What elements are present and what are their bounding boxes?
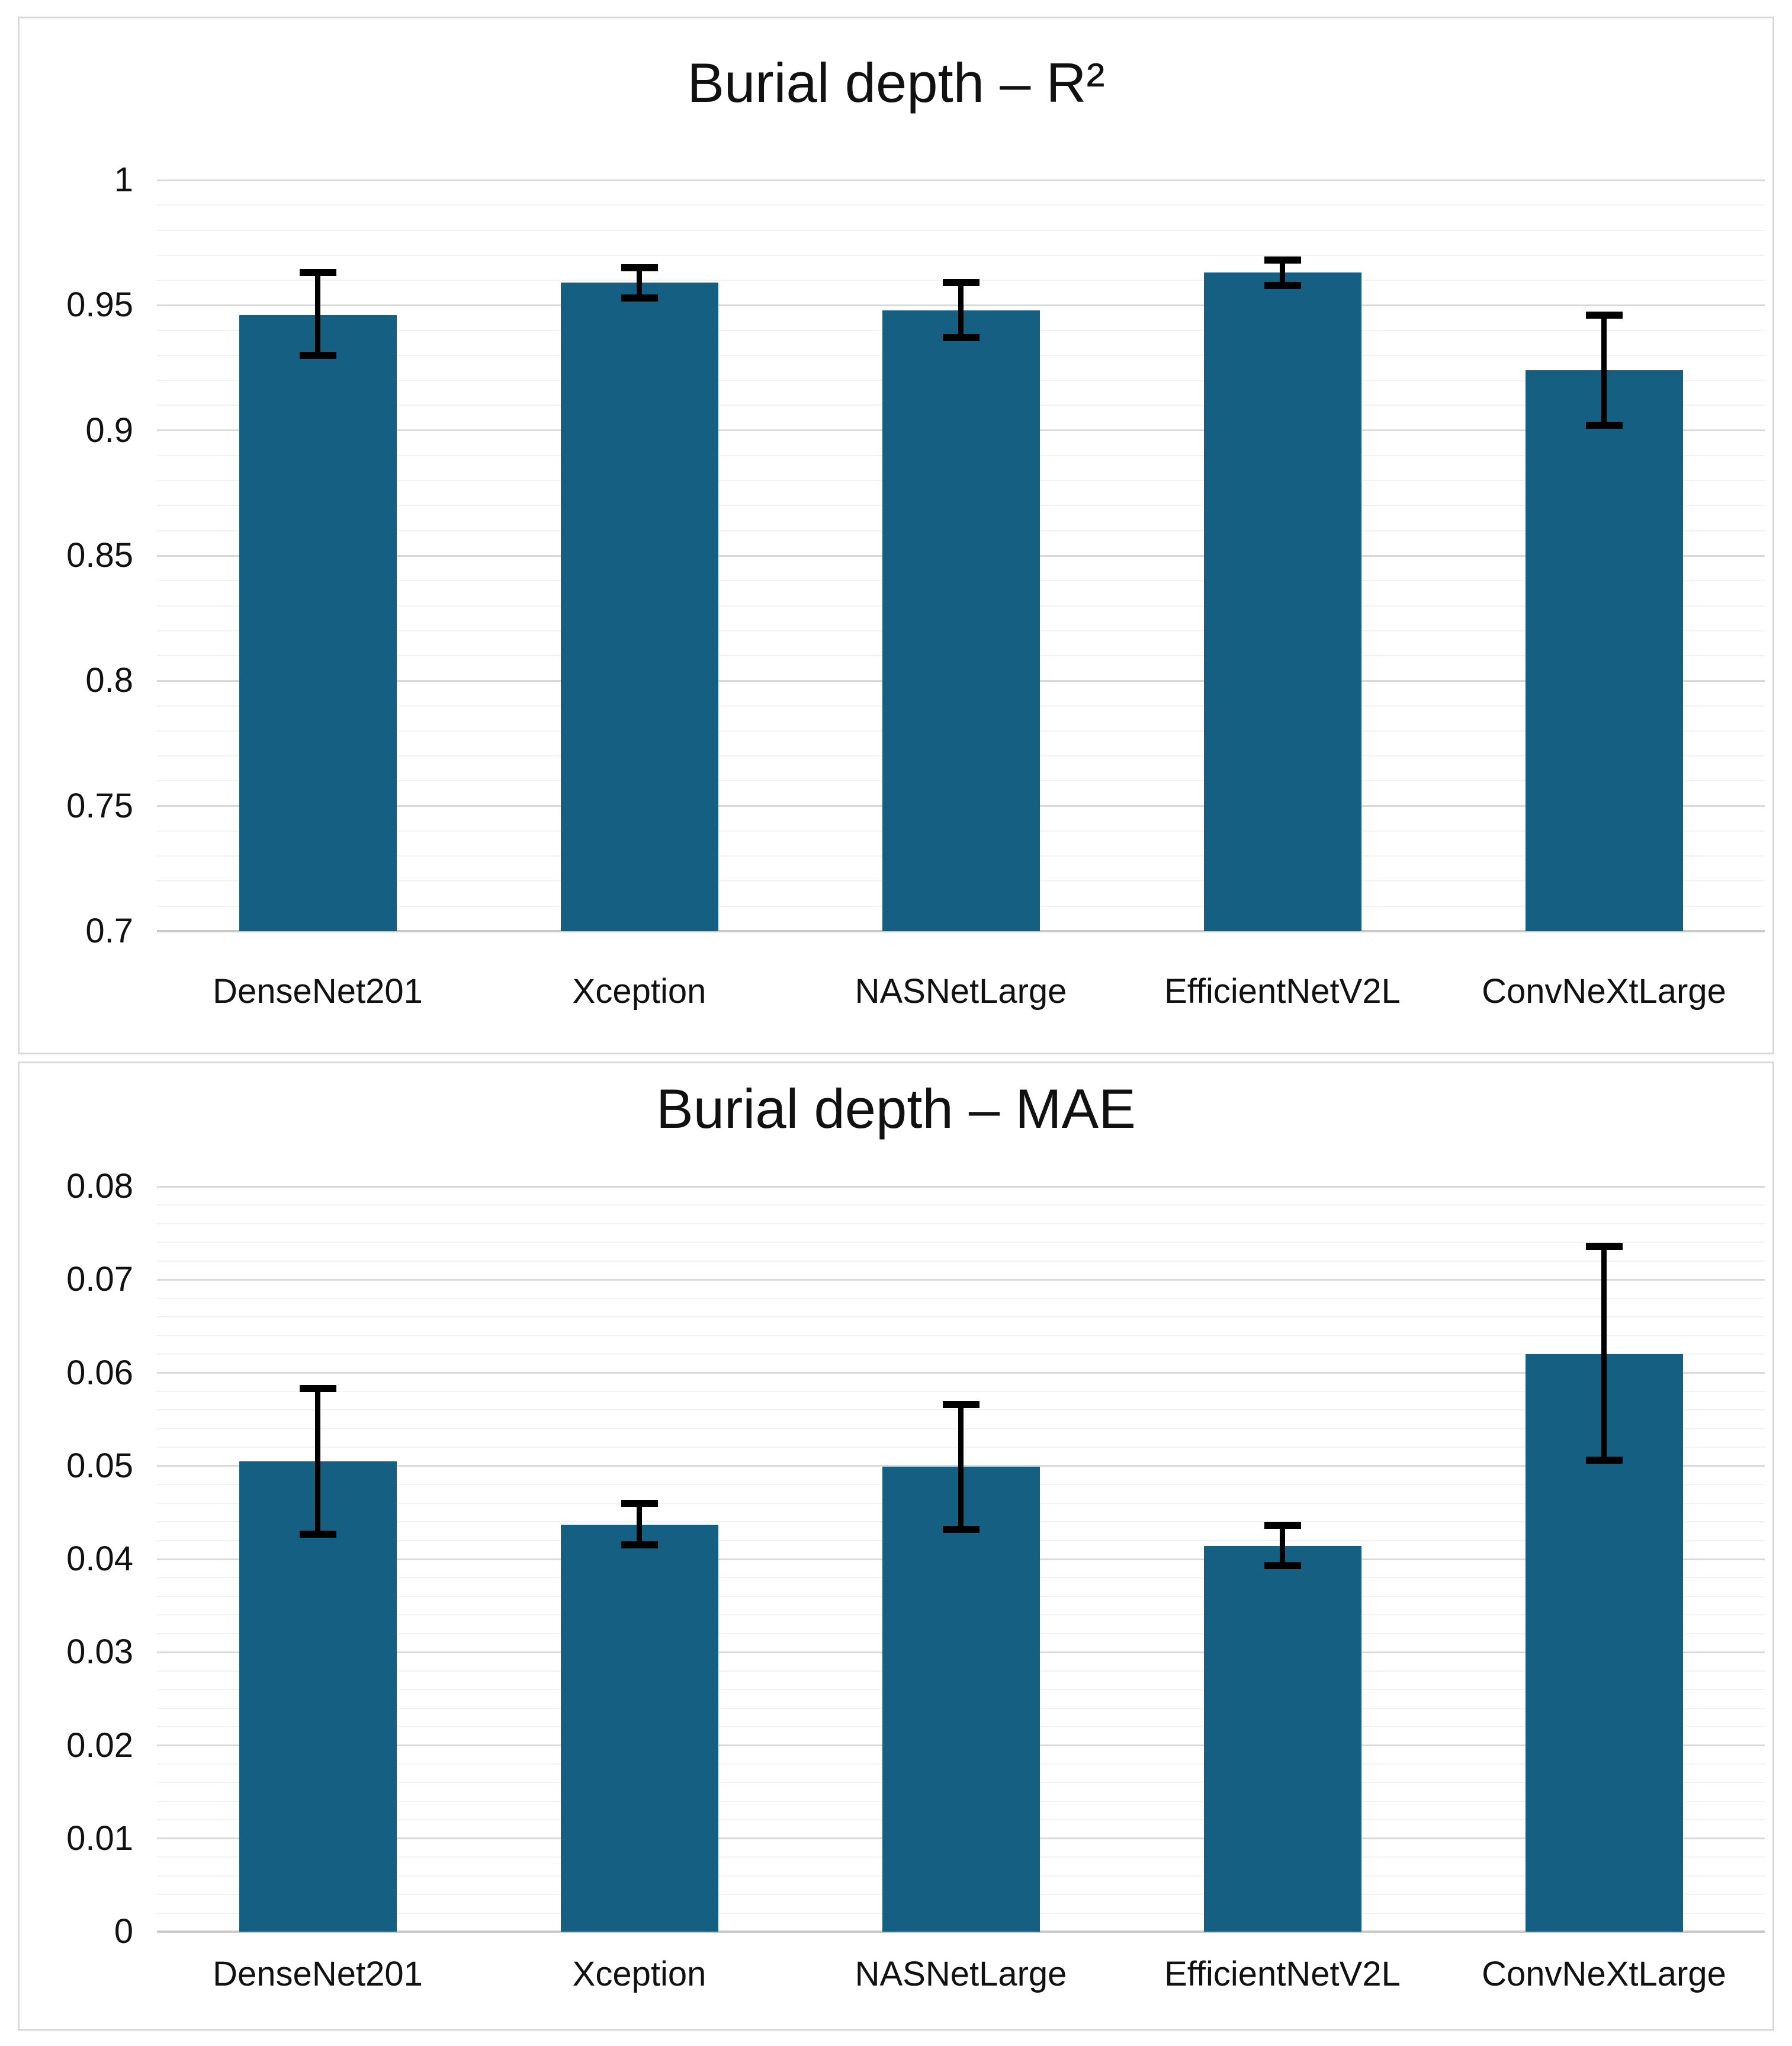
error-bar-cap-bottom-nasnetlarge (942, 334, 980, 342)
error-bar-nasnetlarge (958, 283, 964, 338)
error-bar-cap-bottom-efficientnetv2l (1264, 1562, 1301, 1569)
x-axis-category-label: Xception (572, 972, 706, 1011)
x-axis-category-label: NASNetLarge (855, 972, 1067, 1011)
minor-gridline (157, 1260, 1765, 1262)
error-bar-nasnetlarge (958, 1404, 964, 1529)
error-bar-cap-top-xception (621, 264, 658, 271)
minor-gridline (157, 1297, 1765, 1299)
bar-nasnetlarge (882, 310, 1040, 931)
y-axis-tick-label: 0.07 (66, 1260, 133, 1299)
x-axis-category-label: EfficientNetV2L (1164, 1955, 1401, 1993)
error-bar-convnextlarge (1601, 315, 1607, 426)
y-axis-tick-label: 0.95 (66, 286, 133, 325)
minor-gridline (157, 1390, 1765, 1392)
error-bar-cap-top-densenet201 (299, 269, 336, 277)
bar-xception (560, 1524, 718, 1932)
minor-gridline (157, 204, 1765, 206)
x-axis-category-label: ConvNeXtLarge (1482, 1955, 1726, 1993)
error-bar-cap-bottom-convnextlarge (1585, 422, 1623, 429)
error-bar-densenet201 (315, 1388, 320, 1534)
chart-panel-mae: Burial depth – MAE 0.08 0.07 0.06 0.05 0.04 0… (18, 1062, 1774, 2031)
minor-gridline (157, 1204, 1765, 1206)
y-axis-tick-label: 0.06 (66, 1353, 133, 1392)
major-gridline (157, 1372, 1765, 1374)
x-axis-category-label: EfficientNetV2L (1164, 972, 1401, 1011)
bar-efficientnetv2l (1203, 1545, 1361, 1932)
y-axis-tick-label: 1 (114, 161, 133, 199)
minor-gridline (157, 229, 1765, 231)
error-bar-convnextlarge (1601, 1246, 1607, 1461)
x-axis-category-label: DenseNet201 (213, 972, 423, 1011)
bar-nasnetlarge (882, 1467, 1040, 1932)
error-bar-cap-top-efficientnetv2l (1264, 1522, 1301, 1529)
x-axis-category-label: DenseNet201 (213, 1955, 423, 1993)
y-axis-tick-label: 0.03 (66, 1633, 133, 1672)
y-axis-tick-label: 0.02 (66, 1726, 133, 1765)
error-bar-densenet201 (315, 272, 320, 355)
error-bar-cap-bottom-nasnetlarge (942, 1525, 980, 1533)
chart-panel-r2: Burial depth – R² 1 0.95 0.9 0.85 0.8 0.75 0.7… (18, 17, 1774, 1054)
y-axis-tick-label: 0.08 (66, 1167, 133, 1205)
y-axis-tick-label: 0 (114, 1912, 133, 1951)
x-axis-category-label: ConvNeXtLarge (1482, 972, 1726, 1011)
y-axis-tick-label: 0.75 (66, 786, 133, 825)
y-axis-tick-label: 0.01 (66, 1819, 133, 1858)
y-axis-tick-label: 0.8 (85, 661, 133, 700)
error-bar-cap-bottom-xception (621, 294, 658, 302)
error-bar-cap-bottom-efficientnetv2l (1264, 281, 1301, 289)
minor-gridline (157, 1354, 1765, 1355)
chart-plot-area-mae: 0.08 0.07 0.06 0.05 0.04 0.03 0.02 0.01 0 DenseNe… (66, 1167, 1765, 1993)
bar-densenet201 (239, 1461, 397, 1932)
error-bar-efficientnetv2l (1280, 1525, 1285, 1566)
error-bar-cap-top-xception (621, 1499, 658, 1507)
error-bar-efficientnetv2l (1280, 260, 1285, 286)
y-axis-tick-label: 0.7 (85, 912, 133, 950)
error-bar-cap-bottom-xception (621, 1541, 658, 1549)
major-gridline (157, 179, 1765, 181)
y-axis-tick-label: 0.04 (66, 1540, 133, 1578)
x-axis-line (157, 1930, 1765, 1933)
error-bar-cap-top-efficientnetv2l (1264, 256, 1301, 264)
error-bar-cap-top-nasnetlarge (942, 279, 980, 287)
chart-title-r2: Burial depth – R² (687, 52, 1105, 114)
x-axis-category-label: NASNetLarge (855, 1955, 1067, 1993)
error-bar-cap-top-nasnetlarge (942, 1400, 980, 1408)
error-bar-cap-bottom-densenet201 (299, 1530, 336, 1538)
minor-gridline (157, 1242, 1765, 1243)
bar-efficientnetv2l (1203, 272, 1361, 931)
x-axis-line (157, 930, 1765, 932)
error-bar-cap-top-convnextlarge (1585, 1242, 1623, 1250)
minor-gridline (157, 1223, 1765, 1224)
bar-convnextlarge (1525, 370, 1683, 931)
bar-xception (560, 283, 718, 931)
error-bar-cap-top-densenet201 (299, 1385, 336, 1393)
major-gridline (157, 1185, 1765, 1188)
bar-densenet201 (239, 315, 397, 931)
major-gridline (157, 1278, 1765, 1281)
x-axis-category-label: Xception (572, 1955, 706, 1993)
minor-gridline (157, 254, 1765, 256)
y-axis-tick-label: 0.9 (85, 411, 133, 450)
chart-title-mae: Burial depth – MAE (656, 1077, 1136, 1140)
error-bar-xception (637, 1503, 642, 1545)
error-bar-cap-bottom-densenet201 (299, 351, 336, 359)
error-bar-cap-top-convnextlarge (1585, 312, 1623, 319)
error-bar-xception (637, 267, 642, 298)
error-bar-cap-bottom-convnextlarge (1585, 1457, 1623, 1464)
y-axis-tick-label: 0.05 (66, 1446, 133, 1485)
y-axis-tick-label: 0.85 (66, 536, 133, 575)
chart-plot-area-r2: 1 0.95 0.9 0.85 0.8 0.75 0.7 DenseNet201 Xceptio… (66, 161, 1765, 1010)
minor-gridline (157, 1335, 1765, 1336)
minor-gridline (157, 1316, 1765, 1318)
